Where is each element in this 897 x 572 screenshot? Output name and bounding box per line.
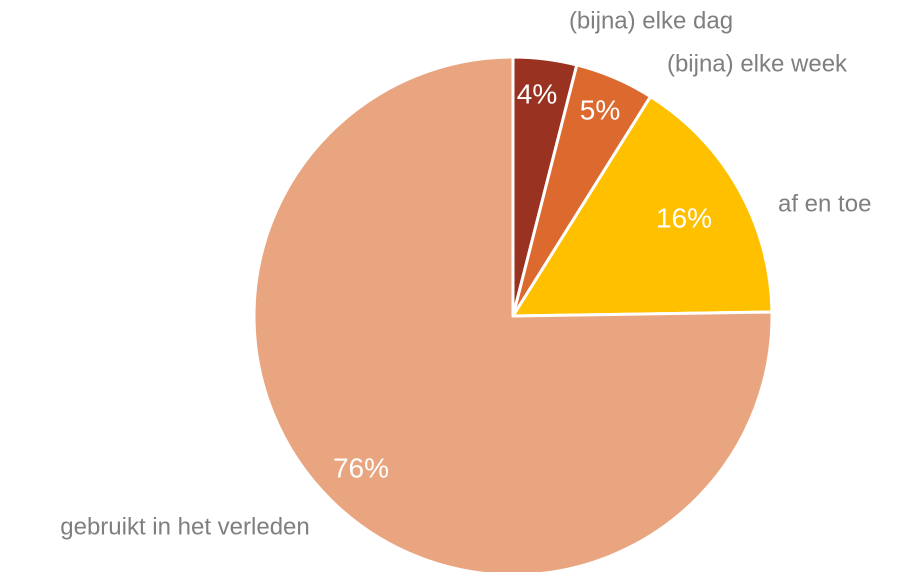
- category-label: (bijna) elke dag: [569, 7, 733, 34]
- category-label: (bijna) elke week: [667, 50, 848, 77]
- pie-slice: [511, 95, 774, 318]
- category-label: af en toe: [778, 190, 871, 217]
- value-label: 4%: [517, 78, 557, 109]
- value-label: 76%: [333, 452, 389, 483]
- pie-slice: [252, 55, 774, 572]
- value-label: 16%: [656, 202, 712, 233]
- value-label: 5%: [580, 94, 620, 125]
- category-label: gebruikt in het verleden: [60, 513, 310, 540]
